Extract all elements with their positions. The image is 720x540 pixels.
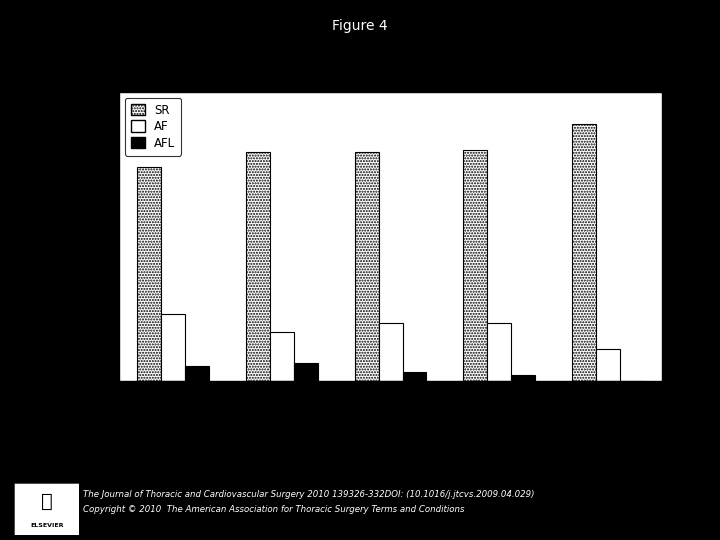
- Bar: [511, 375, 535, 381]
- Bar: [487, 323, 511, 381]
- Bar: [402, 372, 426, 381]
- Bar: [294, 363, 318, 381]
- Legend: SR, AF, AFL: SR, AF, AFL: [125, 98, 181, 156]
- Text: ELSEVIER: ELSEVIER: [30, 523, 63, 528]
- Bar: [464, 150, 487, 381]
- Bar: [355, 152, 379, 381]
- Bar: [246, 152, 270, 381]
- Text: The Journal of Thoracic and Cardiovascular Surgery 2010 139326-332DOI: (10.1016/: The Journal of Thoracic and Cardiovascul…: [83, 490, 534, 500]
- Bar: [185, 366, 209, 381]
- Bar: [572, 124, 596, 381]
- X-axis label: Follow-up (months): Follow-up (months): [317, 410, 464, 424]
- Bar: [379, 323, 402, 381]
- Text: 🌲: 🌲: [41, 492, 53, 511]
- Bar: [138, 167, 161, 381]
- Bar: [596, 349, 620, 381]
- Bar: [161, 314, 185, 381]
- Y-axis label: Percentage: Percentage: [41, 193, 56, 280]
- Bar: [270, 332, 294, 381]
- Text: Figure 4: Figure 4: [332, 19, 388, 33]
- Text: Copyright © 2010  The American Association for Thoracic Surgery Terms and Condit: Copyright © 2010 The American Associatio…: [83, 505, 464, 514]
